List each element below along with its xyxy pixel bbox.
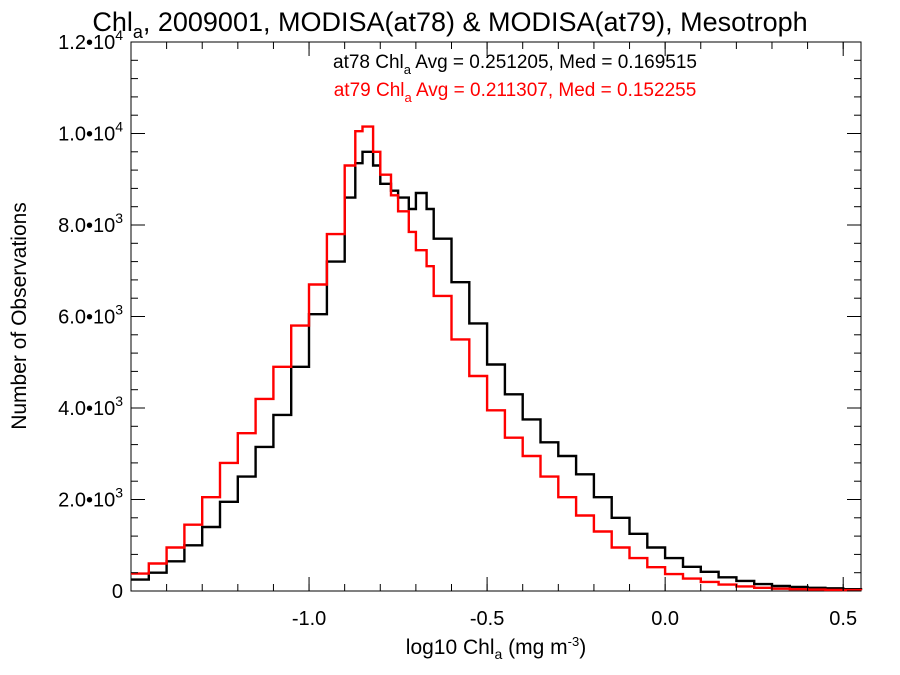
annotation-at79-subscript: a	[405, 90, 413, 105]
annotation-at79-text: at79 Chl	[334, 80, 405, 101]
series-annotation-at79: at79 Chla Avg = 0.211307, Med = 0.152255	[334, 80, 697, 105]
annotation-at78-text: at78 Chl	[333, 52, 404, 73]
chart-title: Chla, 2009001, MODISA(at78) & MODISA(at7…	[92, 7, 807, 42]
title-text: Chl	[92, 7, 133, 37]
x-axis-label-subscript: a	[495, 646, 503, 662]
series-annotation-at78: at78 Chla Avg = 0.251205, Med = 0.169515	[333, 52, 697, 77]
annotation-at78-subscript: a	[404, 62, 412, 77]
y-tick-label: 1.0•104	[58, 119, 123, 146]
x-axis-label-superscript: -3	[568, 634, 580, 649]
x-tick-label: 0.0	[651, 608, 679, 630]
y-tick-label: 0	[112, 581, 123, 603]
y-tick-label: 4.0•103	[58, 393, 123, 420]
x-axis-label-unit: (mg m	[502, 636, 567, 659]
y-tick-label: 6.0•103	[58, 302, 123, 329]
x-tick-label: 0.5	[829, 608, 857, 630]
annotation-at78-values: Avg = 0.251205, Med = 0.169515	[411, 52, 697, 73]
x-tick-label: -0.5	[470, 608, 504, 630]
series-line-at78	[131, 150, 863, 591]
y-tick-label: 8.0•103	[58, 210, 123, 237]
plot-frame	[130, 41, 862, 592]
x-tick-label: -1.0	[292, 608, 326, 630]
x-axis-label: log10 Chla (mg m-3)	[406, 634, 586, 662]
y-tick-label: 2.0•103	[58, 485, 123, 512]
series-line-at79	[131, 125, 863, 592]
series-layer	[131, 125, 863, 592]
tick-layer: -1.0 -0.5 0.0 0.5 0 2.0•103 4.0•103 6.0•103 8.0•…	[58, 27, 861, 630]
annotation-at79-values: Avg = 0.211307, Med = 0.152255	[412, 80, 697, 101]
x-axis-label-close: )	[579, 636, 586, 659]
title-text-rest: , 2009001, MODISA(at78) & MODISA(at79), …	[143, 7, 808, 37]
title-subscript: a	[133, 22, 144, 42]
y-tick-label: 1.2•104	[58, 27, 123, 54]
y-axis-label: Number of Observations	[8, 202, 31, 430]
x-axis-label-text: log10 Chl	[406, 636, 495, 659]
